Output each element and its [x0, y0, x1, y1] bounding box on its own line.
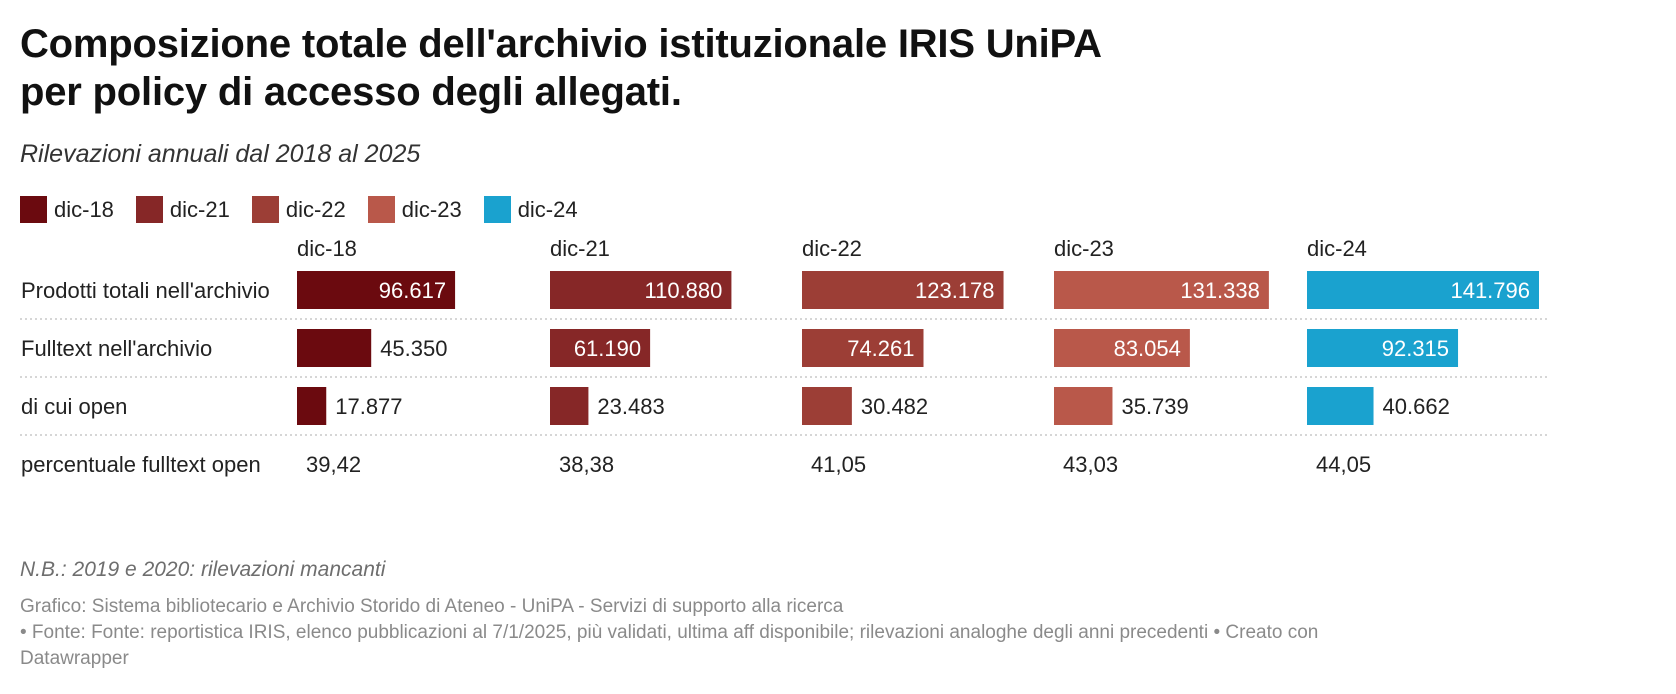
data-label: 23.483 [597, 394, 664, 419]
chart-note: N.B.: 2019 e 2020: rilevazioni mancanti [20, 558, 386, 581]
legend-item-dic-23: dic-23 [367, 196, 462, 223]
column-header-dic-21: dic-21 [550, 240, 610, 261]
data-label: 35.739 [1121, 394, 1188, 419]
legend-label: dic-18 [54, 196, 114, 222]
column-header-dic-18: dic-18 [297, 240, 357, 261]
data-label: 45.350 [380, 336, 447, 361]
data-label: 92.315 [1382, 336, 1449, 361]
data-label: 110.880 [645, 278, 723, 303]
bar [1307, 329, 1459, 367]
legend-label: dic-22 [285, 196, 346, 222]
bar [297, 271, 456, 309]
bar [550, 387, 589, 425]
legend-label: dic-23 [401, 196, 462, 222]
data-label: 61.190 [574, 336, 641, 361]
row-label: Fulltext nell'archivio [21, 336, 212, 361]
data-label: 41,05 [811, 452, 866, 477]
legend-swatch [367, 196, 395, 223]
chart-title: Composizione totale dell'archivio istitu… [20, 20, 1320, 116]
legend-swatch [20, 196, 47, 223]
bar [297, 329, 372, 367]
data-label: 141.796 [1450, 278, 1530, 303]
data-label: 123.178 [915, 278, 995, 303]
legend-item-dic-22: dic-22 [251, 196, 346, 223]
row-label: Prodotti totali nell'archivio [21, 278, 270, 303]
data-label: 17.877 [335, 394, 402, 419]
footer-credit: Grafico: Sistema bibliotecario e Archivi… [20, 596, 844, 617]
bar [1054, 387, 1113, 425]
chart-footer: Grafico: Sistema bibliotecario e Archivi… [20, 594, 1540, 672]
bar [802, 387, 852, 425]
bar [1307, 387, 1374, 425]
data-label: 83.054 [1114, 336, 1181, 361]
row-label: di cui open [21, 394, 127, 419]
data-label: 38,38 [559, 452, 614, 477]
legend-label: dic-24 [517, 196, 578, 222]
title-line-2: per policy di accesso degli allegati. [20, 70, 682, 114]
data-label: 96.617 [379, 278, 446, 303]
footer-source: • Fonte: Fonte: reportistica IRIS, elenc… [20, 622, 1319, 643]
chart-subtitle: Rilevazioni annuali dal 2018 al 2025 [20, 140, 421, 168]
legend-swatch [135, 196, 163, 223]
data-label: 131.338 [1180, 278, 1260, 303]
chart-table: dic-18 dic-21 dic-22 dic-23 dic-24 Prodotti t… [20, 240, 1548, 477]
bar [802, 271, 1004, 309]
data-label: 30.482 [861, 394, 928, 419]
legend-item-dic-24: dic-24 [483, 196, 578, 223]
data-label: 74.261 [847, 336, 914, 361]
bar [550, 329, 651, 367]
data-label: 43,03 [1063, 452, 1118, 477]
legend-item-dic-21: dic-21 [135, 196, 230, 223]
column-header-dic-24: dic-24 [1307, 240, 1367, 261]
footer-created-with: Datawrapper [20, 648, 129, 669]
column-header-dic-22: dic-22 [802, 240, 862, 261]
bar [802, 329, 924, 367]
legend-label: dic-21 [169, 196, 230, 222]
row-label: percentuale fulltext open [21, 452, 261, 477]
legend: dic-18 dic-21 dic-22 dic-23 dic-24 [20, 196, 600, 223]
bar [297, 387, 327, 425]
bar [550, 271, 732, 309]
bar [1054, 329, 1190, 367]
legend-item-dic-18: dic-18 [20, 196, 114, 223]
data-label: 40.662 [1383, 394, 1450, 419]
data-label: 44,05 [1316, 452, 1371, 477]
data-label: 39,42 [306, 452, 361, 477]
legend-swatch [483, 196, 511, 223]
bar [1307, 271, 1539, 309]
legend-swatch [251, 196, 279, 223]
column-header-dic-23: dic-23 [1054, 240, 1114, 261]
title-line-1: Composizione totale dell'archivio istitu… [20, 22, 1102, 66]
bar [1054, 271, 1269, 309]
